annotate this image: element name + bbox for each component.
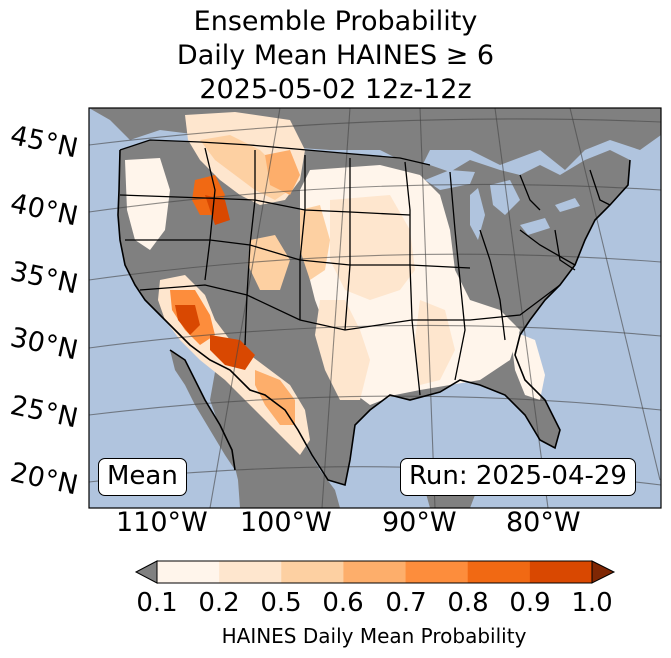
colorbar-tick: 0.7: [385, 588, 427, 618]
colorbar: [134, 560, 616, 584]
lon-label-90w: 90°W: [382, 507, 457, 538]
title-line-1: Ensemble Probability: [193, 6, 478, 37]
colorbar-cell: [281, 561, 344, 583]
colorbar-cell: [405, 561, 469, 583]
lon-label-110w: 110°W: [116, 507, 208, 538]
state-borders: [119, 139, 611, 396]
title-line-2: Daily Mean HAINES ≥ 6: [176, 40, 495, 71]
colorbar-under-arrow: [134, 560, 158, 584]
lon-label-80w: 80°W: [506, 507, 581, 538]
run-date-label: Run: 2025-04-29: [400, 458, 636, 496]
colorbar-tick: 0.8: [447, 588, 489, 618]
colorbar-tick: 0.1: [136, 588, 178, 618]
lon-label-100w: 100°W: [240, 507, 332, 538]
colorbar-tick: 0.9: [509, 588, 551, 618]
colorbar-over-arrow: [591, 560, 616, 584]
title-line-3: 2025-05-02 12z-12z: [199, 74, 472, 105]
colorbar-tick: 1.0: [571, 588, 613, 618]
map-frame: [88, 107, 662, 509]
colorbar-title: HAINES Daily Mean Probability: [221, 624, 527, 648]
colorbar-cell: [219, 561, 282, 583]
colorbar-cell: [343, 561, 407, 583]
colorbar-tick: 0.6: [322, 588, 364, 618]
colorbar-cells: [157, 561, 593, 583]
colorbar-frame: [156, 560, 593, 584]
colorbar-cell: [157, 561, 220, 583]
colorbar-cell: [467, 561, 531, 583]
colorbar-tick: 0.5: [260, 588, 302, 618]
map-panel: [88, 107, 662, 509]
colorbar-tick: 0.2: [198, 588, 240, 618]
statistic-label: Mean: [98, 458, 187, 496]
colorbar-cell: [529, 561, 593, 583]
coastlines: [117, 149, 631, 487]
